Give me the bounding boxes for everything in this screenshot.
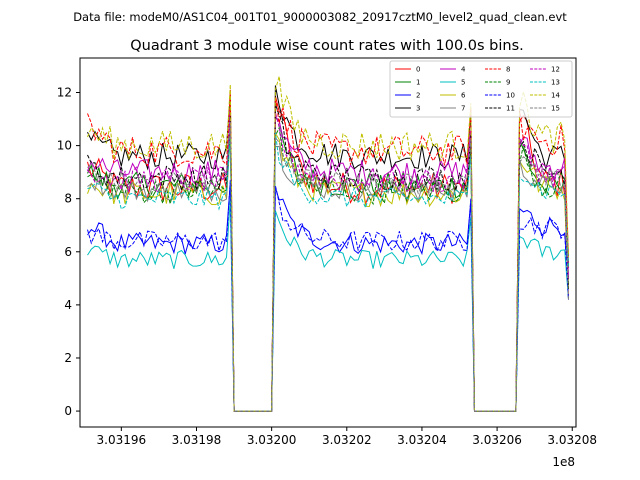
legend-label-0: 0 (416, 66, 420, 74)
legend-label-11: 11 (506, 105, 515, 113)
chart-title: Quadrant 3 module wise count rates with … (130, 38, 524, 54)
legend-label-10: 10 (506, 92, 515, 100)
series-layer (87, 76, 569, 412)
legend-label-14: 14 (551, 92, 560, 100)
series-line-11 (87, 104, 569, 412)
x-tick-label: 3.03196 (97, 433, 147, 447)
y-tick-label: 12 (57, 86, 72, 100)
series-line-13 (87, 132, 569, 412)
legend-label-6: 6 (461, 92, 466, 100)
legend-label-8: 8 (506, 66, 510, 74)
series-line-9 (87, 126, 569, 412)
y-tick-label: 0 (64, 404, 72, 418)
chart-suptitle: Data file: modeM0/AS1C04_001T01_90000030… (73, 10, 567, 24)
series-line-10 (87, 180, 569, 412)
legend-box (389, 60, 573, 118)
series-line-2 (87, 182, 569, 412)
legend-label-7: 7 (461, 105, 465, 113)
series-line-5 (87, 198, 569, 412)
y-tick-label: 2 (64, 351, 72, 365)
x-tick-label: 3.03198 (172, 433, 222, 447)
series-line-14 (87, 76, 569, 412)
series-line-8 (87, 89, 569, 412)
x-tick-label: 3.03206 (472, 433, 522, 447)
y-tick-label: 4 (64, 298, 72, 312)
y-tick-label: 8 (64, 192, 72, 206)
legend-label-12: 12 (551, 66, 560, 74)
y-tick-label: 6 (64, 245, 72, 259)
x-tick-label: 3.03208 (547, 433, 597, 447)
legend-label-13: 13 (551, 79, 560, 87)
x-offset-label: 1e8 (552, 455, 575, 469)
legend-label-15: 15 (551, 105, 560, 113)
x-tick-label: 3.03202 (322, 433, 372, 447)
legend-label-9: 9 (506, 79, 510, 87)
legend-label-5: 5 (461, 79, 465, 87)
series-line-7 (87, 129, 569, 412)
plot-frame (79, 57, 577, 428)
legend-label-1: 1 (416, 79, 420, 87)
x-tick-label: 3.03204 (397, 433, 447, 447)
series-line-15 (87, 121, 569, 412)
x-tick-label: 3.03200 (247, 433, 297, 447)
legend-label-4: 4 (461, 66, 466, 74)
legend-label-3: 3 (416, 105, 420, 113)
y-tick-label: 10 (57, 139, 72, 153)
axes-layer: 3.03196 3.03198 3.03200 3.03202 3.03204 3.032… (57, 57, 597, 447)
legend-label-2: 2 (416, 92, 420, 100)
series-line-12 (87, 112, 569, 412)
series-line-3 (87, 85, 569, 412)
series-line-6 (87, 131, 569, 412)
